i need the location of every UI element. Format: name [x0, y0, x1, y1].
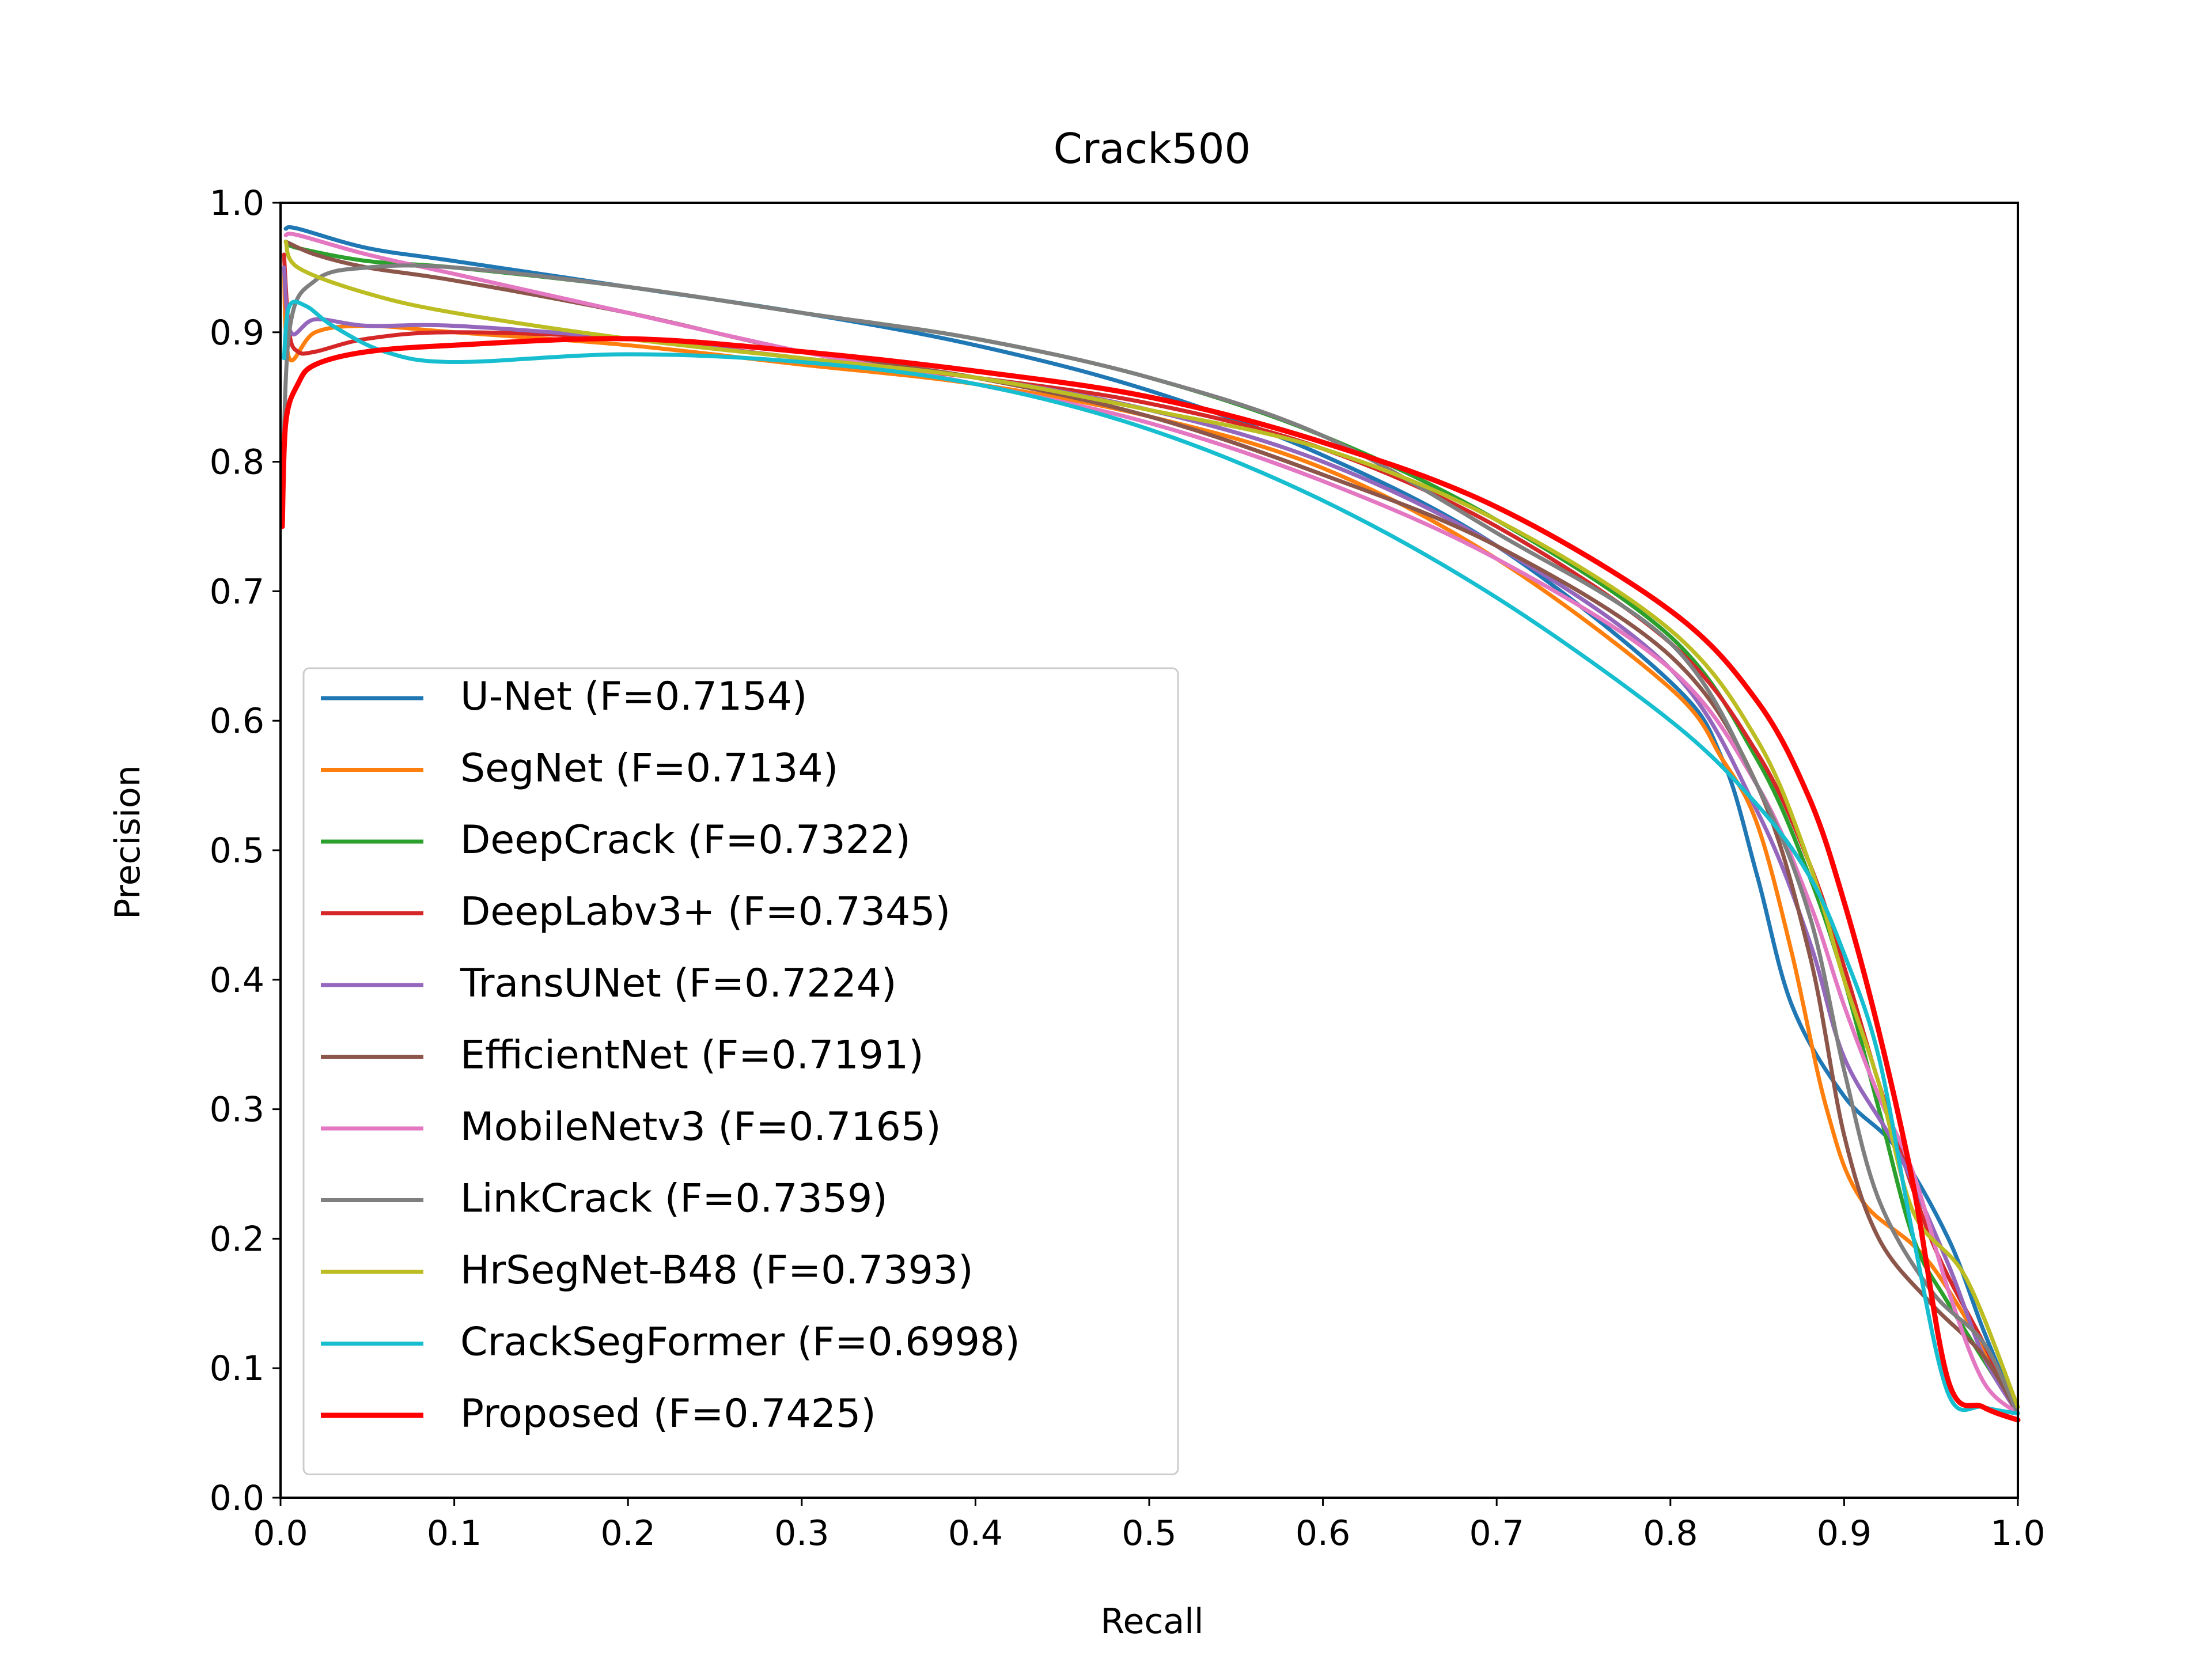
legend-label-segnet: SegNet (F=0.7134)	[460, 746, 838, 791]
y-tick-label: 0.3	[210, 1090, 264, 1130]
legend-label-hrsegnet-b48: HrSegNet-B48 (F=0.7393)	[460, 1248, 974, 1293]
series-line-linkcrack	[280, 263, 2020, 1416]
legend-label-cracksegformer: CrackSegFormer (F=0.6998)	[460, 1320, 1020, 1365]
x-tick-label: 0.3	[774, 1513, 829, 1554]
legend-label-deepcrack: DeepCrack (F=0.7322)	[460, 817, 911, 863]
x-tick-label: 0.4	[948, 1513, 1003, 1554]
y-tick-label: 0.8	[210, 442, 264, 483]
y-tick-label: 0.6	[210, 701, 264, 741]
legend-label-linkcrack: LinkCrack (F=0.7359)	[460, 1176, 888, 1222]
x-tick-label: 0.9	[1817, 1513, 1872, 1554]
y-tick-label: 0.0	[210, 1478, 264, 1518]
y-tick-label: 0.5	[210, 831, 264, 871]
series-line-mobilenetv3	[283, 232, 2020, 1416]
series-line-proposed	[279, 336, 2021, 1423]
plot-frame	[279, 202, 2019, 1499]
plot-lines	[279, 225, 2021, 1423]
x-tick-label: 1.0	[1990, 1513, 2045, 1554]
y-tick-label: 0.4	[210, 960, 264, 1001]
x-tick-label: 0.2	[600, 1513, 655, 1554]
series-line-transunet	[282, 265, 2020, 1416]
x-tick-label: 0.5	[1122, 1513, 1176, 1554]
y-tick-label: 0.9	[210, 313, 264, 353]
legend-label-transunet: TransUNet (F=0.7224)	[460, 961, 897, 1006]
x-axis-label: Recall	[1100, 1601, 1203, 1642]
series-line-hrsegnet-b48	[283, 239, 2020, 1410]
y-axis-label: Precision	[108, 765, 148, 919]
legend: U-Net (F=0.7154) SegNet (F=0.7134) DeepCra…	[302, 667, 1179, 1475]
chart-title: Crack500	[1054, 124, 1251, 173]
y-tick-label: 0.1	[210, 1349, 264, 1389]
legend-label-u-net: U-Net (F=0.7154)	[460, 674, 807, 719]
y-tick-label: 0.7	[210, 571, 264, 612]
x-tick-label: 0.7	[1469, 1513, 1524, 1554]
axis-ticks: 0.0 0.1 0.2 0.3 0.4 0.5 0.6 0.7 0.8 0.9 1.0 0.0 0.1 0…	[210, 183, 2046, 1554]
legend-label-efficientnet: EfficientNet (F=0.7191)	[460, 1033, 924, 1078]
y-tick-label: 1.0	[210, 183, 264, 224]
x-tick-label: 0.0	[253, 1513, 308, 1554]
legend-box	[302, 667, 1179, 1475]
x-tick-label: 0.1	[427, 1513, 482, 1554]
legend-label-mobilenetv3: MobileNetv3 (F=0.7165)	[460, 1104, 941, 1150]
x-tick-label: 0.8	[1643, 1513, 1698, 1554]
x-tick-label: 0.6	[1296, 1513, 1350, 1554]
legend-label-proposed: Proposed (F=0.7425)	[460, 1391, 876, 1437]
y-tick-label: 0.2	[210, 1219, 264, 1259]
series-line-cracksegformer	[282, 300, 2020, 1416]
legend-label-deeplabv3-: DeepLabv3+ (F=0.7345)	[460, 889, 950, 935]
